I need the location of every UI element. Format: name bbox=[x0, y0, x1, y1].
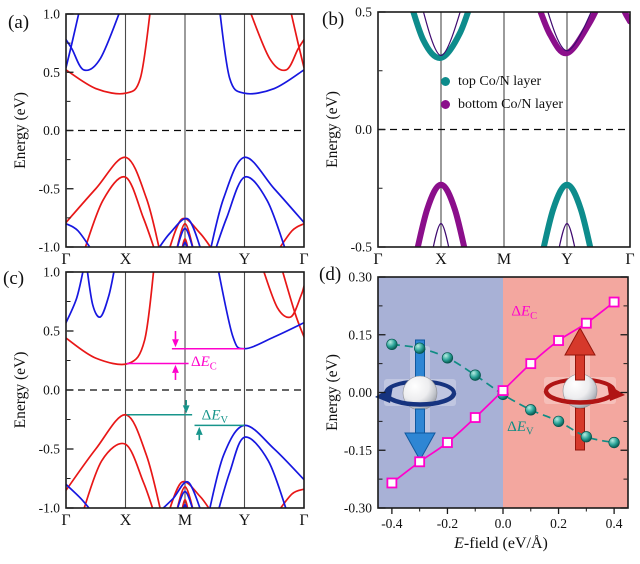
svg-text:0.00: 0.00 bbox=[348, 385, 372, 400]
svg-text:Y: Y bbox=[239, 512, 251, 529]
svg-text:-0.15: -0.15 bbox=[344, 443, 372, 458]
svg-text:X: X bbox=[120, 512, 132, 529]
legend-item-top-layer: top Co/N layer bbox=[441, 70, 563, 93]
svg-text:ΔEV: ΔEV bbox=[507, 419, 534, 438]
svg-text:M: M bbox=[178, 512, 192, 529]
panel-b-label: (b) bbox=[322, 9, 345, 30]
svg-text:M: M bbox=[497, 251, 511, 268]
svg-text:0.4: 0.4 bbox=[606, 516, 623, 531]
svg-text:X: X bbox=[120, 251, 132, 268]
svg-text:1.0: 1.0 bbox=[43, 265, 60, 280]
svg-text:0.5: 0.5 bbox=[43, 324, 60, 339]
svg-text:-1.0: -1.0 bbox=[39, 501, 61, 516]
spin-up-sphere-icon bbox=[543, 326, 625, 451]
svg-text:0.30: 0.30 bbox=[348, 270, 372, 285]
svg-text:Energy (eV): Energy (eV) bbox=[12, 352, 29, 429]
svg-text:Γ: Γ bbox=[373, 251, 382, 268]
chart-panel-d: 0.30 0.15 0.00 -0.15 -0.30 -0.4 -0.2 0.0 0.2 0.4 E… bbox=[324, 270, 629, 552]
svg-text:0.5: 0.5 bbox=[43, 65, 60, 80]
svg-text:-0.5: -0.5 bbox=[39, 442, 61, 457]
svg-text:-0.4: -0.4 bbox=[381, 516, 403, 531]
svg-text:-0.2: -0.2 bbox=[437, 516, 458, 531]
svg-text:Γ: Γ bbox=[299, 512, 308, 529]
svg-text:ΔEC: ΔEC bbox=[511, 304, 537, 323]
panel-a-label: (a) bbox=[8, 12, 30, 33]
svg-text:M: M bbox=[178, 251, 192, 268]
svg-text:0.15: 0.15 bbox=[348, 327, 372, 342]
svg-text:-1.0: -1.0 bbox=[39, 240, 61, 255]
svg-text:ΔEV: ΔEV bbox=[202, 408, 229, 427]
top-layer-dot-icon bbox=[441, 77, 450, 86]
svg-text:ΔEC: ΔEC bbox=[191, 354, 217, 373]
panel-b-legend: top Co/N layer bottom Co/N layer bbox=[441, 70, 563, 116]
svg-text:0.0: 0.0 bbox=[355, 122, 372, 137]
svg-text:Γ: Γ bbox=[61, 251, 70, 268]
svg-text:Γ: Γ bbox=[299, 251, 308, 268]
svg-text:0.2: 0.2 bbox=[550, 516, 567, 531]
panel-d-label: (d) bbox=[319, 264, 342, 285]
svg-text:X: X bbox=[435, 251, 447, 268]
svg-text:Energy (eV): Energy (eV) bbox=[324, 91, 341, 168]
svg-text:-0.5: -0.5 bbox=[351, 240, 373, 255]
svg-text:1.0: 1.0 bbox=[43, 7, 60, 22]
svg-text:0.0: 0.0 bbox=[43, 383, 60, 398]
svg-text:Γ: Γ bbox=[625, 251, 634, 268]
svg-text:Γ: Γ bbox=[61, 512, 70, 529]
svg-text:E-field (eV/Å): E-field (eV/Å) bbox=[453, 534, 548, 552]
legend-label: top Co/N layer bbox=[458, 73, 542, 89]
legend-label: bottom Co/N layer bbox=[458, 96, 563, 112]
svg-text:-0.5: -0.5 bbox=[39, 181, 61, 196]
svg-text:Energy (eV): Energy (eV) bbox=[12, 92, 29, 169]
svg-text:0.0: 0.0 bbox=[495, 516, 512, 531]
svg-text:Energy (eV): Energy (eV) bbox=[324, 354, 341, 431]
legend-item-bottom-layer: bottom Co/N layer bbox=[441, 93, 563, 116]
svg-text:Y: Y bbox=[561, 251, 573, 268]
spin-down-sphere-icon bbox=[375, 339, 457, 462]
svg-text:Y: Y bbox=[239, 251, 251, 268]
svg-text:-0.30: -0.30 bbox=[344, 501, 372, 516]
panel-c-label: (c) bbox=[3, 268, 25, 289]
bottom-layer-dot-icon bbox=[441, 100, 450, 109]
svg-text:0.0: 0.0 bbox=[43, 123, 60, 138]
svg-text:0.5: 0.5 bbox=[355, 5, 372, 20]
field-region bbox=[378, 277, 503, 508]
